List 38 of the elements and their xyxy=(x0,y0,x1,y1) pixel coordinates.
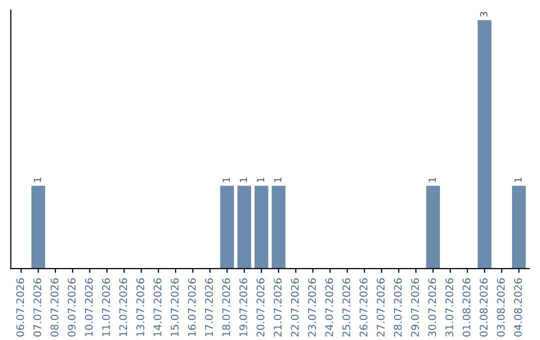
x-tick-label: 20.07.2026 xyxy=(256,278,264,337)
data-label: 1 xyxy=(240,178,247,182)
x-tick-label: 13.07.2026 xyxy=(136,278,144,336)
x-tick-label: 04.08.2026 xyxy=(514,278,522,337)
x-tick-label: 03.08.2026 xyxy=(496,278,505,337)
x-tick-label: 24.07.2026 xyxy=(325,278,334,337)
x-tick-label: 09.07.2026 xyxy=(68,278,76,337)
x-tick-label: 07.07.2026 xyxy=(33,278,42,337)
x-tick-label: 14.07.2026 xyxy=(154,278,162,336)
data-label: 1 xyxy=(222,178,230,182)
data-label: 1 xyxy=(257,178,264,182)
x-tick-label: 08.07.2026 xyxy=(50,278,58,337)
x-tick-label: 01.08.2026 xyxy=(462,278,470,337)
x-tick-label: 25.07.2026 xyxy=(342,278,350,337)
x-tick-label: 02.08.2026 xyxy=(480,278,488,337)
x-tick-label: 31.07.2026 xyxy=(445,278,454,336)
x-tick-label: 12.07.2026 xyxy=(119,278,128,336)
data-label: 1 xyxy=(34,178,41,182)
x-tick-label: 23.07.2026 xyxy=(308,278,316,337)
data-label: 1 xyxy=(274,178,282,182)
x-tick-label: 16.07.2026 xyxy=(188,278,196,336)
x-tick-label: 10.07.2026 xyxy=(84,278,93,336)
data-label: 1 xyxy=(428,178,436,182)
x-tick-label: 18.07.2026 xyxy=(222,278,230,336)
x-tick-label: 27.07.2026 xyxy=(376,278,385,337)
data-label: 3 xyxy=(480,12,488,17)
x-tick-label: 17.07.2026 xyxy=(205,278,213,336)
x-tick-label: 11.07.2026 xyxy=(102,278,110,336)
x-tick-label: 19.07.2026 xyxy=(239,278,248,336)
x-tick-label: 15.07.2026 xyxy=(170,278,179,336)
data-label: 1 xyxy=(514,178,522,182)
x-tick-label: 21.07.2026 xyxy=(274,278,282,337)
x-tick-label: 26.07.2026 xyxy=(360,278,368,337)
x-tick-label: 28.07.2026 xyxy=(394,278,402,337)
x-tick-label: 29.07.2026 xyxy=(411,278,419,337)
x-tick-label: 06.07.2026 xyxy=(16,278,24,337)
x-tick-label: 30.07.2026 xyxy=(428,278,436,336)
x-tick-label: 22.07.2026 xyxy=(290,278,299,337)
